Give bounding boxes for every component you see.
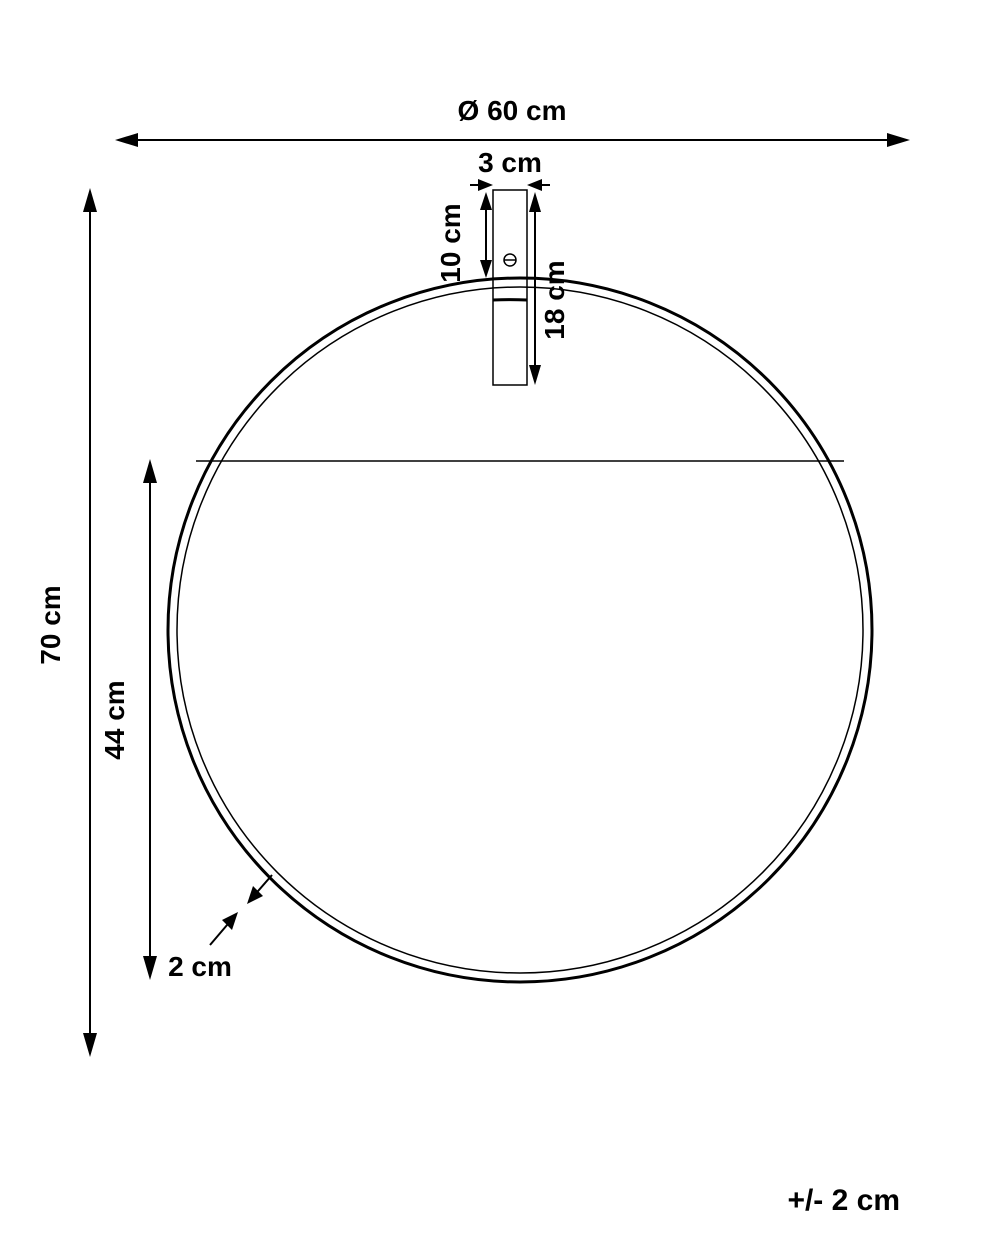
tolerance-note: +/- 2 cm: [787, 1184, 900, 1217]
dim-panel-height-label: 44 cm: [99, 680, 130, 759]
dim-tube-width-label: 3 cm: [478, 147, 542, 178]
dim-tube-total: 18 cm: [529, 192, 570, 385]
mirror-outer-circle: [168, 278, 872, 982]
dim-tube-above: 10 cm: [435, 192, 492, 283]
dim-total-height: 70 cm: [35, 188, 97, 1057]
dim-diameter-label: Ø 60 cm: [458, 95, 567, 126]
dim-tube-above-label: 10 cm: [435, 203, 466, 282]
dimension-diagram: Ø 60 cm 3 cm 10 cm 18 cm 70 cm 44 cm: [0, 0, 1000, 1250]
dim-panel-height: 44 cm: [99, 459, 157, 980]
dim-tube-width: 3 cm: [470, 147, 550, 191]
dim-diameter: Ø 60 cm: [115, 95, 910, 147]
dim-total-height-label: 70 cm: [35, 585, 66, 664]
mirror-inner-circle: [177, 287, 863, 973]
dim-frame-thickness-label: 2 cm: [168, 951, 232, 982]
dim-tube-total-label: 18 cm: [539, 260, 570, 339]
dim-frame-thickness: 2 cm: [168, 875, 272, 982]
